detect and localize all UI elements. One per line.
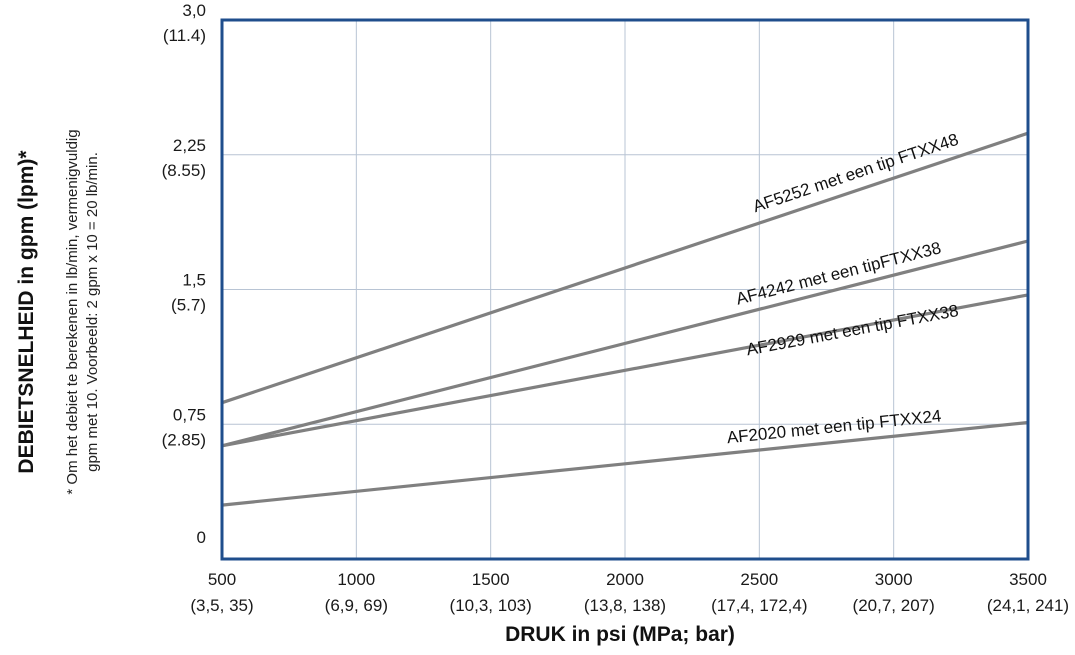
x-tick-label: 500 <box>208 570 236 589</box>
series-label: AF5252 met een tip FTXX48 <box>750 130 960 216</box>
x-tick-sublabel: (24,1, 241) <box>987 596 1069 615</box>
x-tick-label: 2000 <box>606 570 644 589</box>
x-tick-sublabel: (10,3, 103) <box>450 596 532 615</box>
series-line <box>221 420 1029 507</box>
x-tick-sublabel: (13,8, 138) <box>584 596 666 615</box>
y-tick-sublabel: (5.7) <box>171 296 206 315</box>
y-tick-sublabel: (2.85) <box>162 430 206 449</box>
y-tick-label: 1,5 <box>182 271 206 290</box>
y-tick-label: 2,25 <box>173 136 206 155</box>
series-label: AF2929 met een tip FTXX38 <box>745 301 960 359</box>
y-tick-label: 3,0 <box>182 1 206 20</box>
x-tick-label: 1000 <box>337 570 375 589</box>
footnote-line-2: gpm met 10. Voorbeeld: 2 gpm x 10 = 20 l… <box>84 152 101 472</box>
series-line <box>221 239 1029 448</box>
x-tick-label: 3000 <box>875 570 913 589</box>
x-tick-label: 2500 <box>740 570 778 589</box>
series-line <box>221 131 1029 405</box>
x-tick-label: 3500 <box>1009 570 1047 589</box>
x-tick-sublabel: (6,9, 69) <box>325 596 388 615</box>
y-tick-sublabel: (11.4) <box>163 26 206 45</box>
x-axis-ticks: 500 (3,5, 35) 1000 (6,9, 69) 1500 (10,3, 103)… <box>190 570 1069 615</box>
x-tick-sublabel: (20,7, 207) <box>853 596 935 615</box>
y-axis-ticks: 0 0,75 (2.85) 1,5 (5.7) 2,25 (8.55) 3,0 (11.4) <box>162 1 206 547</box>
series-lines <box>221 131 1029 507</box>
series-line <box>221 293 1029 448</box>
x-axis-title: DRUK in psi (MPa; bar) <box>505 623 735 646</box>
series-label: AF4242 met een tipFTXX38 <box>734 238 943 308</box>
y-axis-title: DEBIETSNELHEID in gpm (lpm)* <box>15 150 38 474</box>
x-tick-label: 1500 <box>472 570 510 589</box>
y-tick-label: 0,75 <box>173 405 206 424</box>
y-tick-label: 0 <box>197 528 206 547</box>
footnote-line-1: * Om het debiet te berekenen in lb/min, … <box>64 129 81 494</box>
x-tick-sublabel: (3,5, 35) <box>190 596 253 615</box>
y-tick-sublabel: (8.55) <box>162 161 206 180</box>
plot-frame <box>220 18 1030 561</box>
grid <box>222 20 1028 559</box>
x-tick-sublabel: (17,4, 172,4) <box>711 596 807 615</box>
